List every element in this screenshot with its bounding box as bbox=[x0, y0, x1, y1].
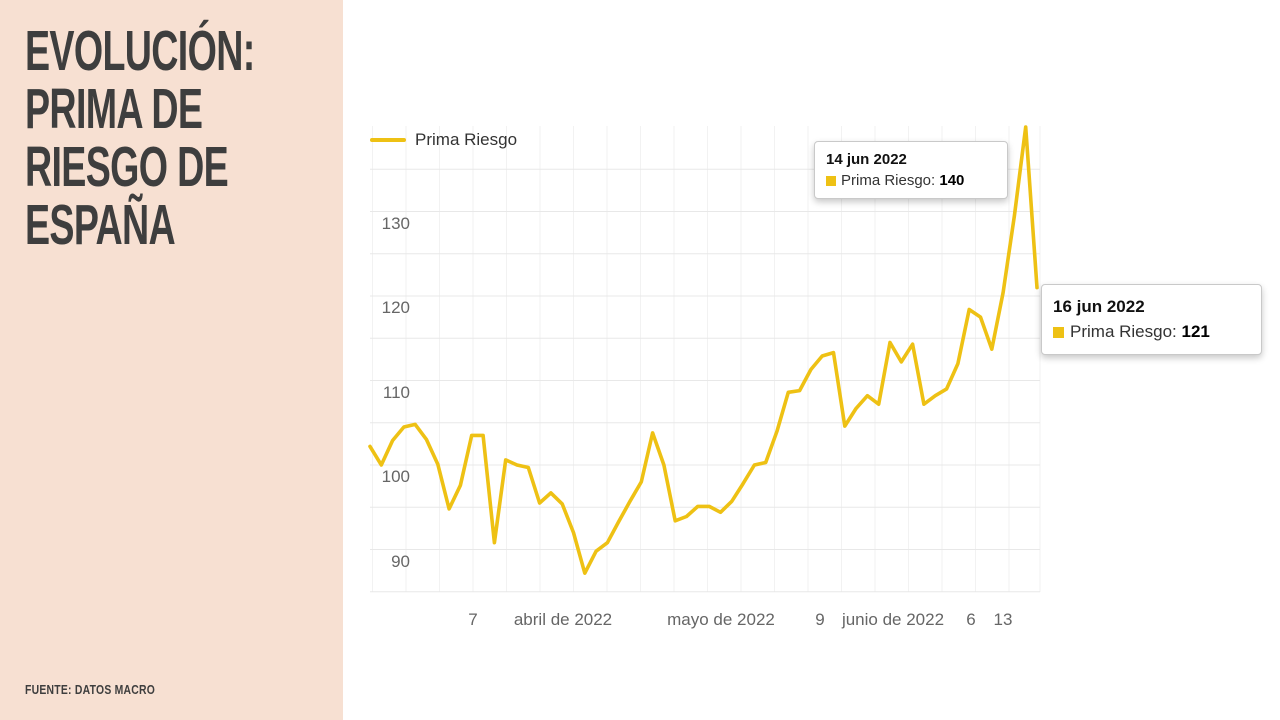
x-axis-label: 9 bbox=[815, 610, 825, 629]
tooltip-date: 14 jun 2022 bbox=[826, 151, 907, 168]
tooltip-date: 16 jun 2022 bbox=[1053, 297, 1145, 316]
tooltip-14-jun: 14 jun 2022 Prima Riesgo: 140 bbox=[814, 141, 1008, 199]
title-line-2: PRIMA DE bbox=[25, 77, 203, 141]
y-axis-label: 90 bbox=[391, 551, 410, 571]
title-line-4: ESPAÑA bbox=[25, 193, 176, 257]
tooltip-row: Prima Riesgo: 121 bbox=[1053, 322, 1250, 342]
y-axis-label: 100 bbox=[381, 467, 410, 486]
y-axis-label: 120 bbox=[381, 298, 410, 317]
tooltip-series-label: Prima Riesgo: bbox=[1070, 322, 1182, 341]
sidebar: EVOLUCIÓN: PRIMA DE RIESGO DE ESPAÑA FUE… bbox=[0, 0, 343, 720]
tooltip-16-jun: 16 jun 2022 Prima Riesgo: 121 bbox=[1041, 284, 1262, 355]
title-line-1: EVOLUCIÓN: bbox=[25, 19, 255, 83]
slide-title: EVOLUCIÓN: PRIMA DE RIESGO DE ESPAÑA bbox=[25, 22, 373, 254]
tooltip-value: 140 bbox=[939, 172, 965, 189]
x-axis-label: 13 bbox=[993, 610, 1013, 629]
legend-line-swatch-icon bbox=[370, 138, 406, 142]
x-axis-label: mayo de 2022 bbox=[667, 610, 775, 629]
tooltip-value: 121 bbox=[1181, 322, 1210, 341]
series-marker-icon bbox=[826, 175, 836, 186]
source-credit: FUENTE: DATOS MACRO bbox=[25, 682, 156, 697]
series-marker-icon bbox=[1053, 326, 1064, 338]
x-axis-label: junio de 2022 bbox=[841, 610, 945, 629]
y-axis-label: 130 bbox=[381, 213, 410, 233]
legend-item-prima-riesgo[interactable]: Prima Riesgo bbox=[370, 131, 517, 149]
tooltip-row: Prima Riesgo: 140 bbox=[826, 172, 996, 189]
title-line-3: RIESGO DE bbox=[25, 135, 229, 199]
tooltip-series-label: Prima Riesgo: bbox=[841, 172, 940, 189]
x-axis-label: 7 bbox=[468, 610, 478, 629]
horizontal-gridlines bbox=[370, 168, 1040, 593]
y-axis-label: 110 bbox=[382, 382, 410, 402]
legend-label: Prima Riesgo bbox=[415, 130, 518, 149]
x-axis-label: abril de 2022 bbox=[513, 610, 613, 629]
x-axis-label: 6 bbox=[966, 610, 976, 629]
